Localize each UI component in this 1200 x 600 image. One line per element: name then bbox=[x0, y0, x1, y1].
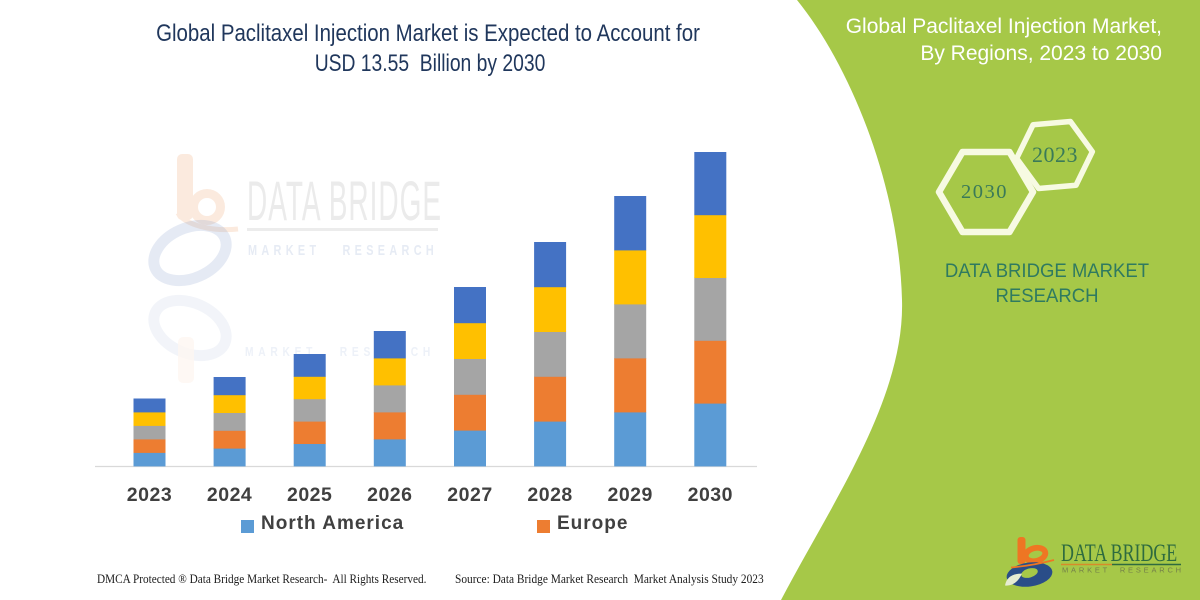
svg-text:MARKET RESEARCH: MARKET RESEARCH bbox=[1062, 566, 1184, 575]
svg-text:DATA BRIDGE: DATA BRIDGE bbox=[1061, 539, 1177, 567]
